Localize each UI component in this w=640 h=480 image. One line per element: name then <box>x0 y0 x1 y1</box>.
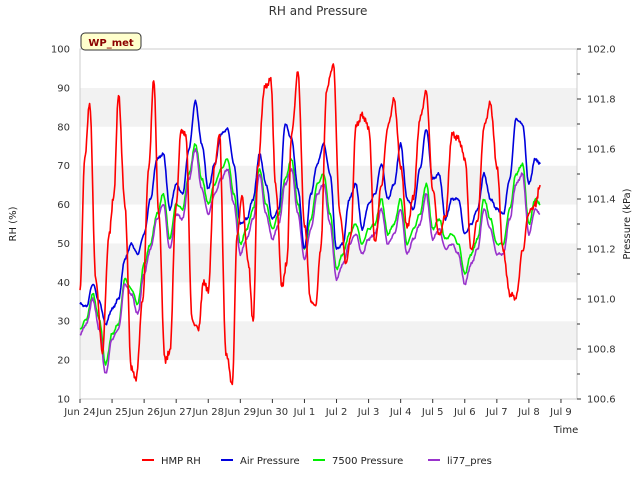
chart-title: RH and Pressure <box>269 4 368 18</box>
y-left-tick-label: 10 <box>57 395 70 406</box>
x-tick-label: Jul 9 <box>549 407 572 418</box>
y-right-tick-label: 101.0 <box>587 295 616 306</box>
x-tick-label: Jun 29 <box>224 407 257 418</box>
y-axis-left-title: RH (%) <box>8 206 19 241</box>
x-tick-label: Jun 27 <box>159 407 192 418</box>
y-axis-right: 100.6 100.8 101.0 101.2 101.4 101.6 101.8 102.0 <box>577 45 616 406</box>
grid-band <box>80 321 577 361</box>
series-line-li77-pres <box>79 148 541 374</box>
x-tick-label: Jun 25 <box>95 407 128 418</box>
y-axis-right-title: Pressure (kPa) <box>622 188 633 259</box>
x-tick-label: Jun 28 <box>191 407 224 418</box>
x-axis: Jun 24 Jun 25 Jun 26 Jun 27 Jun 28 Jun 29 Jun … <box>63 399 572 418</box>
station-badge-label: WP_met <box>88 38 134 49</box>
y-right-tick-label: 101.2 <box>587 245 616 256</box>
grid-band <box>80 243 577 283</box>
y-right-tick-label: 101.4 <box>587 195 616 206</box>
x-tick-label: Jul 1 <box>293 407 316 418</box>
y-right-tick-label: 100.6 <box>587 395 616 406</box>
y-left-tick-label: 30 <box>57 317 70 328</box>
series-line-hmp-rh <box>79 63 541 386</box>
series-layer <box>79 63 541 386</box>
x-tick-label: Jul 2 <box>325 407 348 418</box>
y-left-tick-label: 40 <box>57 278 70 289</box>
y-left-tick-label: 70 <box>57 161 70 172</box>
y-right-tick-label: 101.8 <box>587 95 616 106</box>
legend-label: 7500 Pressure <box>332 456 403 467</box>
background-bands <box>80 49 577 399</box>
grid-band <box>80 360 577 399</box>
x-axis-title: Time <box>553 425 578 436</box>
legend-label: li77_pres <box>447 456 492 467</box>
y-left-tick-label: 80 <box>57 122 70 133</box>
legend-label: Air Pressure <box>240 456 300 467</box>
grid-band <box>80 126 577 166</box>
y-left-tick-label: 50 <box>57 239 70 250</box>
legend: HMP RH Air Pressure 7500 Pressure li77_pres <box>142 456 492 467</box>
y-left-tick-label: 20 <box>57 356 70 367</box>
station-badge-box <box>80 32 142 51</box>
grid-band <box>80 87 577 127</box>
x-tick-label: Jun 24 <box>63 407 96 418</box>
y-left-tick-label: 100 <box>51 45 70 56</box>
y-right-tick-label: 102.0 <box>587 45 616 56</box>
y-right-tick-label: 100.8 <box>587 345 616 356</box>
x-tick-label: Jul 4 <box>389 407 412 418</box>
grid-band <box>80 282 577 322</box>
legend-label: HMP RH <box>161 456 201 467</box>
x-tick-label: Jul 7 <box>485 407 508 418</box>
y-right-tick-label: 101.6 <box>587 145 616 156</box>
y-left-tick-label: 60 <box>57 200 70 211</box>
x-tick-label: Jul 8 <box>517 407 540 418</box>
x-tick-label: Jun 30 <box>256 407 289 418</box>
x-tick-label: Jul 3 <box>357 407 380 418</box>
series-line-7500-pressure <box>79 143 541 366</box>
x-tick-label: Jul 6 <box>453 407 476 418</box>
x-tick-label: Jul 5 <box>421 407 444 418</box>
station-badge: WP_met <box>80 32 142 51</box>
x-tick-label: Jun 26 <box>127 407 160 418</box>
y-left-tick-label: 90 <box>57 83 70 94</box>
y-axis-left: 10 20 30 40 50 60 70 80 90 100 <box>51 45 70 406</box>
